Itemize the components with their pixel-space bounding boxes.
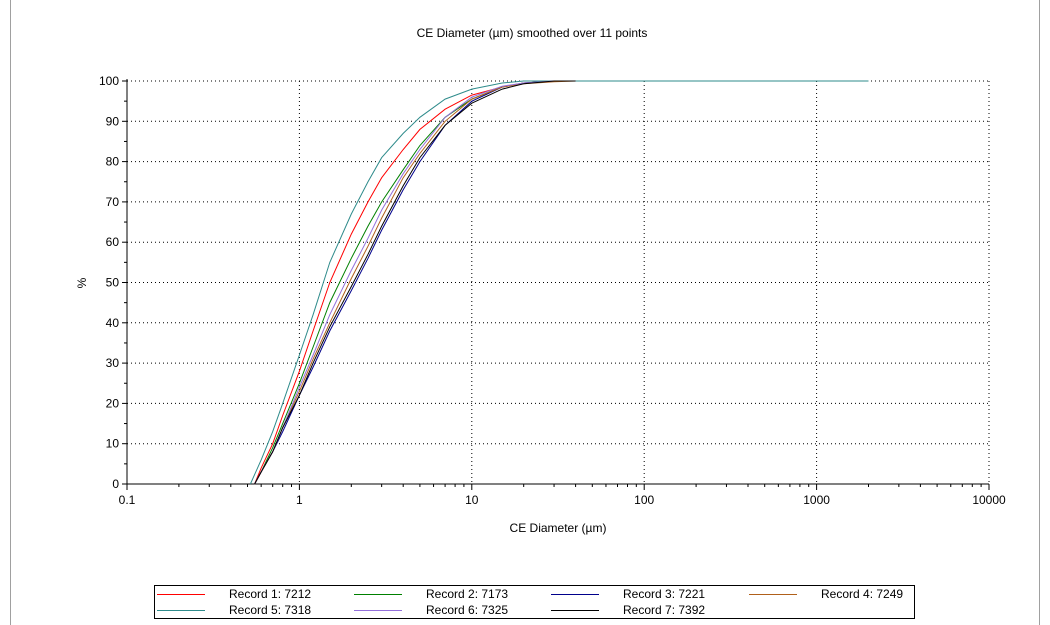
legend-label: Record 1: 7212 bbox=[229, 587, 312, 601]
x-tick-label: 1 bbox=[296, 493, 303, 507]
chart-legend: Record 1: 7212 Record 2: 7173 Record 3: 72… bbox=[154, 585, 915, 619]
chart-panel bbox=[10, 0, 1040, 625]
axes bbox=[122, 79, 990, 490]
legend-swatch bbox=[749, 593, 797, 595]
legend-swatch bbox=[157, 609, 205, 611]
y-tick-label: 50 bbox=[106, 276, 120, 290]
chart-title: CE Diameter (µm) smoothed over 11 points bbox=[417, 26, 648, 40]
x-axis-title: CE Diameter (µm) bbox=[510, 521, 607, 535]
x-tick-label: 0.1 bbox=[119, 493, 136, 507]
legend-item: Record 2: 7173 bbox=[354, 586, 508, 602]
legend-swatch bbox=[354, 609, 402, 611]
legend-item: Record 5: 7318 bbox=[157, 602, 311, 618]
y-tick-label: 90 bbox=[106, 114, 120, 128]
y-tick-label: 70 bbox=[106, 195, 120, 209]
legend-label: Record 4: 7249 bbox=[821, 587, 904, 601]
legend-swatch bbox=[551, 593, 599, 595]
legend-label: Record 7: 7392 bbox=[623, 603, 706, 617]
y-tick-label: 30 bbox=[106, 356, 120, 370]
y-tick-label: 80 bbox=[106, 155, 120, 169]
y-tick-label: 60 bbox=[106, 235, 120, 249]
legend-item: Record 6: 7325 bbox=[354, 602, 508, 618]
legend-item: Record 3: 7221 bbox=[551, 586, 705, 602]
legend-item: Record 7: 7392 bbox=[551, 602, 705, 618]
y-tick-label: 100 bbox=[99, 74, 119, 88]
y-tick-label: 10 bbox=[106, 437, 120, 451]
series-lines bbox=[249, 80, 869, 485]
legend-item: Record 4: 7249 bbox=[749, 586, 903, 602]
x-tick-label: 10 bbox=[465, 493, 479, 507]
legend-label: Record 2: 7173 bbox=[426, 587, 509, 601]
y-tick-label: 40 bbox=[106, 316, 120, 330]
legend-label: Record 6: 7325 bbox=[426, 603, 509, 617]
legend-label: Record 5: 7318 bbox=[229, 603, 312, 617]
x-tick-label: 100 bbox=[634, 493, 654, 507]
legend-label: Record 3: 7221 bbox=[623, 587, 706, 601]
y-tick-label: 0 bbox=[112, 477, 119, 491]
grid-lines bbox=[127, 80, 990, 484]
series-line-7 bbox=[254, 80, 576, 485]
x-tick-label: 10000 bbox=[972, 493, 1006, 507]
tick-labels: 0 10 20 30 40 50 60 70 80 90 100 0.1 1 10 100 1000 10000 bbox=[99, 74, 1006, 507]
x-tick-label: 1000 bbox=[803, 493, 830, 507]
y-axis-title: % bbox=[75, 277, 89, 288]
legend-swatch bbox=[551, 609, 599, 611]
legend-item: Record 1: 7212 bbox=[157, 586, 311, 602]
legend-swatch bbox=[157, 593, 205, 595]
y-tick-label: 20 bbox=[106, 396, 120, 410]
legend-swatch bbox=[354, 593, 402, 595]
